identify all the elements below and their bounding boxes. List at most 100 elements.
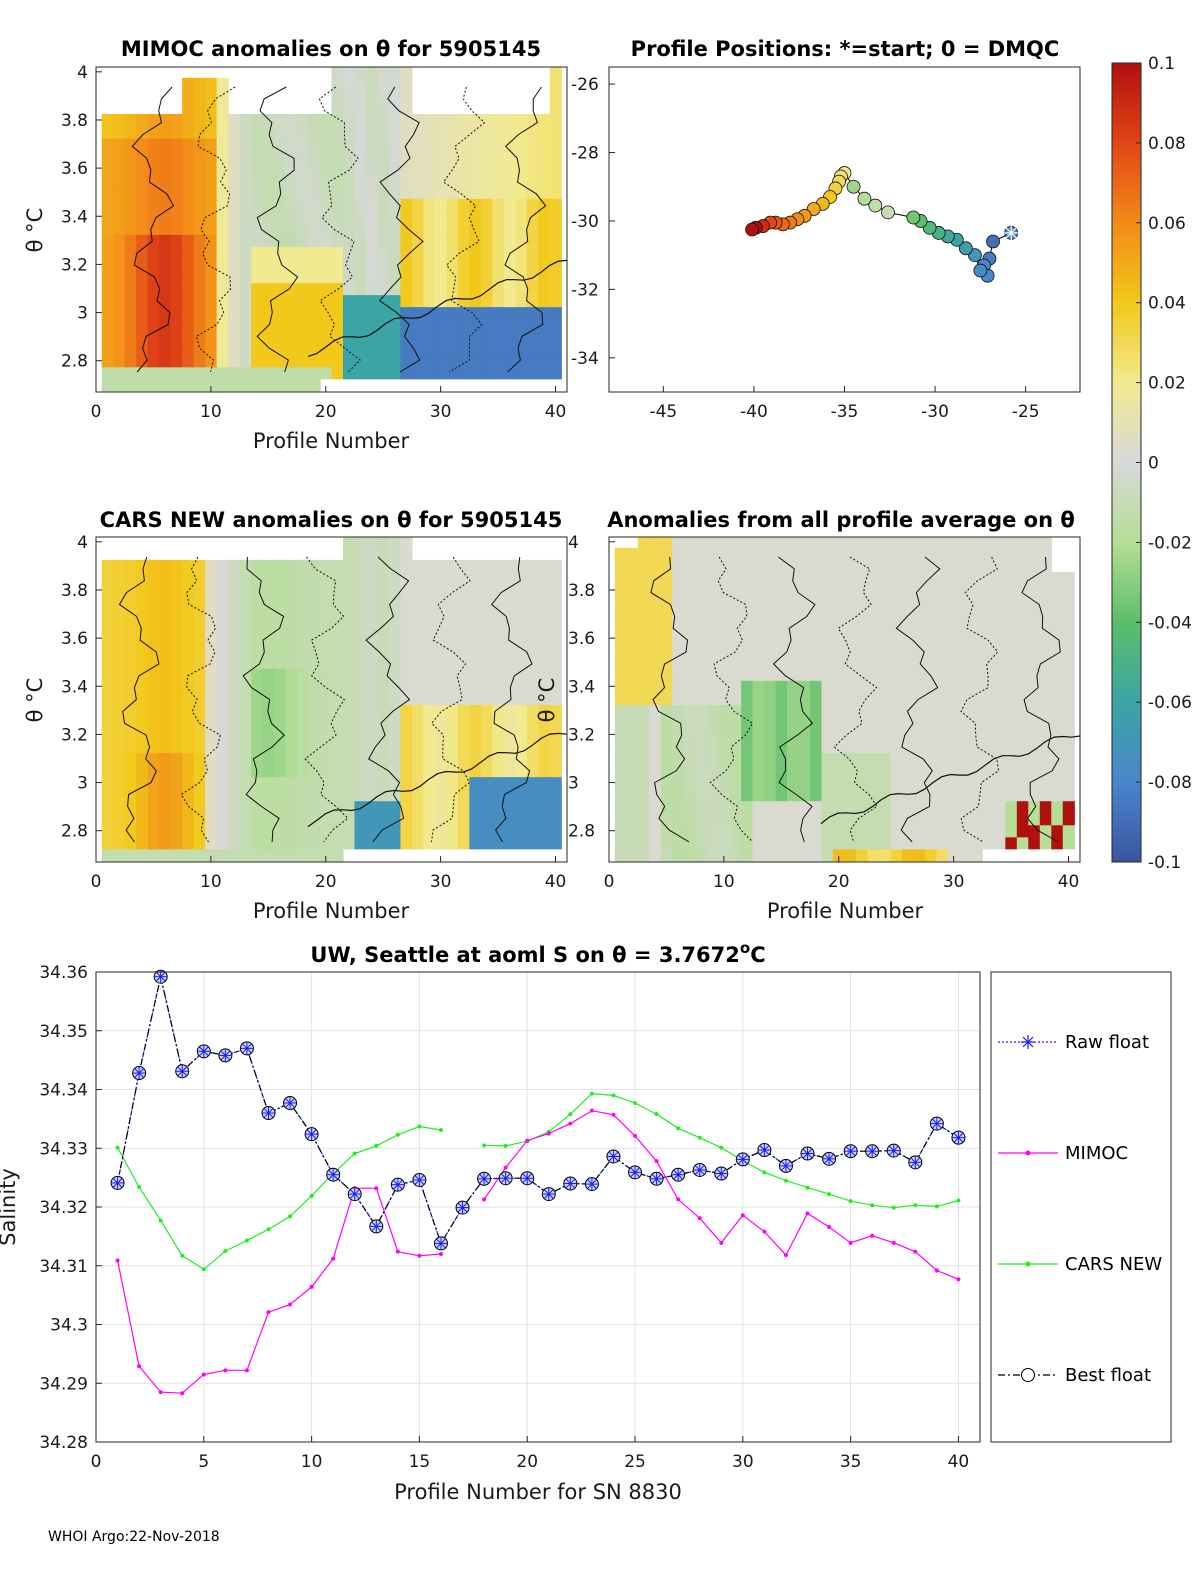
- heatmap-cell: [354, 656, 367, 669]
- heatmap-cell: [101, 162, 114, 175]
- heatmap-cell: [775, 752, 788, 766]
- heatmap-cell: [924, 632, 938, 645]
- heatmap-cell: [285, 306, 298, 320]
- heatmap-cell: [124, 210, 137, 223]
- contour-line: [833, 556, 878, 843]
- heatmap-cell: [1039, 776, 1052, 790]
- heatmap-cell: [101, 246, 114, 259]
- mimoc-point: [848, 1240, 853, 1245]
- heatmap-cell: [844, 547, 857, 561]
- heatmap-cell: [1062, 680, 1075, 693]
- colorbar-tick-label: -0.06: [1148, 693, 1192, 713]
- heatmap-cell: [446, 571, 459, 585]
- heatmap-cell: [434, 776, 447, 790]
- heatmap-cell: [446, 138, 459, 151]
- heatmap-cell: [423, 113, 436, 127]
- heatmap-cell: [147, 222, 160, 235]
- heatmap-cell: [492, 728, 505, 742]
- heatmap-cell: [434, 716, 447, 729]
- heatmap-cell: [538, 210, 551, 223]
- heatmap-cell: [469, 788, 482, 802]
- heatmap-cell: [262, 150, 275, 163]
- heatmap-cell: [423, 740, 436, 754]
- heatmap-cell: [423, 138, 436, 151]
- heatmap-cell: [844, 620, 857, 633]
- heatmap-cell: [706, 620, 719, 633]
- contour-line: [442, 86, 486, 373]
- heatmap-cell: [251, 800, 264, 814]
- heatmap-cell: [274, 764, 287, 778]
- heatmap-cell: [308, 186, 321, 199]
- heatmap-cell: [718, 608, 731, 621]
- heatmap-cell: [274, 656, 287, 669]
- heatmap-cell: [297, 704, 310, 717]
- heatmap-cell: [228, 608, 241, 621]
- heatmap-cell: [936, 836, 949, 850]
- heatmap-cell: [170, 812, 183, 826]
- heatmap-cell: [342, 608, 356, 621]
- heatmap-cell: [480, 824, 493, 838]
- heatmap-cell: [342, 89, 356, 103]
- heatmap-cell: [400, 632, 413, 645]
- heatmap-cell: [136, 198, 149, 211]
- heatmap-cell: [388, 620, 402, 633]
- heatmap-cell: [388, 210, 402, 223]
- heatmap-cell: [365, 776, 379, 790]
- heatmap-cell: [764, 537, 777, 549]
- heatmap-cell: [136, 174, 149, 187]
- heatmap-cell: [947, 680, 960, 693]
- x-tick-label: 0: [604, 872, 615, 892]
- heatmap-cell: [549, 113, 562, 127]
- contour-line: [307, 259, 567, 357]
- heatmap-cell: [124, 150, 137, 163]
- heatmap-cell: [1039, 752, 1052, 766]
- heatmap-cell: [274, 692, 287, 705]
- heatmap-cell: [549, 294, 562, 308]
- heatmap-cell: [205, 812, 218, 826]
- heatmap-cell: [855, 644, 869, 657]
- heatmap-cell: [855, 812, 869, 826]
- heatmap-cell: [469, 800, 482, 814]
- heatmap-cell: [649, 752, 662, 766]
- heatmap-cell: [101, 306, 114, 320]
- heatmap-cell: [411, 788, 425, 802]
- heatmap-cell: [228, 354, 241, 368]
- heatmap-cell: [787, 608, 800, 621]
- heatmap-cell: [821, 728, 834, 742]
- heatmap-cell: [216, 608, 229, 621]
- heatmap-cell: [228, 210, 241, 223]
- heatmap-cell: [274, 306, 287, 320]
- heatmap-cell: [1016, 571, 1029, 585]
- heatmap-cell: [285, 318, 298, 332]
- heatmap-cell: [775, 571, 788, 585]
- heatmap-cell: [297, 366, 310, 380]
- heatmap-cell: [526, 716, 539, 729]
- heatmap-cell: [959, 656, 972, 669]
- heatmap-cell: [285, 752, 298, 766]
- heatmap-cell: [672, 812, 685, 826]
- heatmap-cell: [159, 632, 172, 645]
- heatmap-cell: [216, 77, 229, 91]
- heatmap-cell: [729, 704, 742, 717]
- heatmap-cell: [469, 824, 482, 838]
- heatmap-cell: [285, 258, 298, 272]
- heatmap-cell: [480, 162, 493, 175]
- heatmap-cell: [637, 571, 650, 585]
- heatmap-cell: [377, 342, 390, 356]
- heatmap-cell: [136, 848, 149, 862]
- heatmap-cell: [423, 692, 436, 705]
- heatmap-cell: [649, 704, 662, 717]
- heatmap-cell: [672, 656, 685, 669]
- heatmap-cell: [913, 788, 926, 802]
- heatmap-cell: [446, 812, 459, 826]
- cars-point: [913, 1203, 918, 1208]
- heatmap-cell: [1039, 547, 1052, 561]
- heatmap-cell: [342, 342, 356, 356]
- heatmap-cell: [388, 752, 402, 766]
- heatmap-cell: [614, 776, 627, 790]
- x-tick-label: 30: [732, 1452, 754, 1472]
- heatmap-cell: [136, 559, 149, 573]
- heatmap-cell: [982, 537, 995, 549]
- positions-title: Profile Positions: *=start; 0 = DMQC: [631, 37, 1060, 61]
- heatmap-cell: [1039, 836, 1052, 850]
